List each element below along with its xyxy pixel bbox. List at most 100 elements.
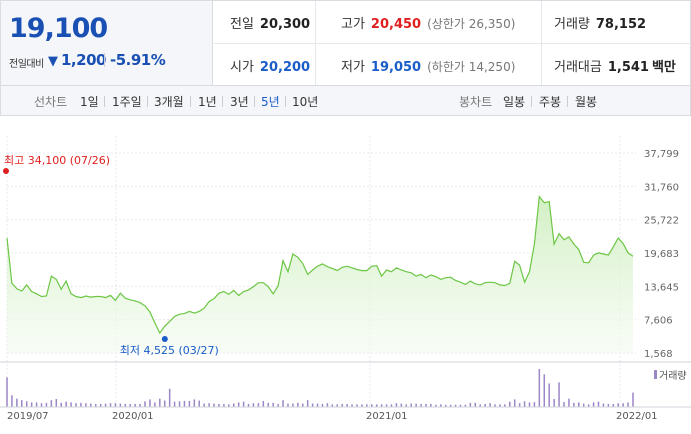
volume-bar xyxy=(351,404,353,407)
volume-bar xyxy=(154,402,156,407)
volume-bar xyxy=(518,403,521,407)
period-1y[interactable]: 1년 xyxy=(198,95,217,109)
volume-bar xyxy=(203,403,205,407)
period-10y[interactable]: 10년 xyxy=(292,95,319,109)
x-tick-label: 2020/01 xyxy=(112,411,154,422)
high-cell: 고가 20,450 (상한가 26,350) xyxy=(341,13,515,32)
volume-bar xyxy=(301,403,304,407)
volume-value: 78,152 xyxy=(595,17,647,32)
toolbar-divider xyxy=(285,96,286,107)
change-divider xyxy=(104,53,105,67)
volume-bar xyxy=(297,402,299,407)
y-tick-label: 25,722 xyxy=(644,216,679,227)
volume-bar xyxy=(60,402,62,407)
volume-bar xyxy=(85,403,87,407)
volume-bar xyxy=(252,403,255,407)
x-tick-label: 2021/01 xyxy=(366,411,408,422)
volume-bar xyxy=(435,404,437,407)
volume-bar xyxy=(622,403,624,407)
volume-bar xyxy=(400,403,403,407)
volume-bar xyxy=(489,403,491,407)
volume-bar xyxy=(321,403,324,407)
toolbar-divider xyxy=(254,96,255,107)
candle-weekly[interactable]: 주봉 xyxy=(539,95,562,109)
volume-bar xyxy=(193,399,196,407)
y-tick-label: 19,683 xyxy=(644,249,679,260)
volume-bar xyxy=(287,403,289,407)
volume-bar xyxy=(30,402,33,407)
volume-bar xyxy=(459,404,462,407)
volume-bar xyxy=(578,402,580,407)
candle-monthly[interactable]: 월봉 xyxy=(575,95,598,109)
volume-bar xyxy=(262,400,265,407)
volume-bar xyxy=(420,403,422,407)
volume-bar xyxy=(390,404,393,407)
volume-bar xyxy=(35,402,38,407)
high-marker xyxy=(3,168,9,174)
volume-bar xyxy=(326,403,329,407)
volume-bar xyxy=(25,401,28,407)
volume-bar xyxy=(213,403,215,407)
volume-bar xyxy=(237,402,240,407)
volume-bar xyxy=(568,398,570,407)
volume-bar xyxy=(257,403,260,407)
volume-legend-swatch xyxy=(654,370,657,379)
volume-bar xyxy=(405,404,408,407)
volume-bar xyxy=(232,403,235,407)
lower-limit: (하한가 14,250) xyxy=(427,60,516,74)
volume-bar xyxy=(528,402,531,407)
volume-bar xyxy=(504,404,506,407)
volume-bar xyxy=(247,403,250,407)
high-annotation: 최고 34,100 (07/26) xyxy=(4,154,110,167)
prev-close-cell: 전일 20,300 xyxy=(230,13,310,32)
volume-bar xyxy=(440,404,442,407)
x-axis: 2019/07 2020/01 2021/01 2022/01 xyxy=(7,411,658,422)
volume-bar xyxy=(543,374,546,407)
volume-bar xyxy=(523,401,526,407)
period-1d[interactable]: 1일 xyxy=(80,95,99,109)
toolbar-divider xyxy=(190,96,191,107)
volume-bar xyxy=(474,402,477,407)
volume-bar xyxy=(282,400,284,407)
price-chart: 37,799 31,760 25,722 19,683 13,645 7,606 1,568… xyxy=(0,136,691,422)
period-3m[interactable]: 3개월 xyxy=(154,95,184,109)
price-line xyxy=(6,195,634,335)
volume-bar xyxy=(50,400,53,407)
volume-bar xyxy=(602,403,605,407)
volume-bar xyxy=(109,403,112,407)
low-value: 19,050 xyxy=(370,60,422,75)
price-area xyxy=(7,196,633,353)
candle-daily[interactable]: 일봉 xyxy=(503,95,526,109)
volume-bar xyxy=(430,403,432,407)
volume-bar xyxy=(385,404,388,407)
volume-bar xyxy=(499,404,501,407)
volume-bar xyxy=(341,403,343,407)
volume-bar xyxy=(356,404,358,407)
amount-label: 거래대금 xyxy=(554,60,602,75)
change-label: 전일대비 xyxy=(9,59,44,70)
period-3y[interactable]: 3년 xyxy=(230,95,249,109)
low-annotation: 최저 4,525 (03/27) xyxy=(120,344,219,357)
low-label: 저가 xyxy=(341,60,365,75)
volume-bar xyxy=(168,388,171,407)
volume-bar xyxy=(208,403,210,407)
period-5y[interactable]: 5년 xyxy=(261,95,280,109)
volume-bar xyxy=(149,399,151,407)
volume-bar xyxy=(533,402,536,407)
toolbar-divider xyxy=(222,96,223,107)
volume-bar xyxy=(16,398,18,407)
volume-bar xyxy=(479,404,481,407)
volume-bars xyxy=(6,369,634,407)
volume-bar xyxy=(114,403,117,407)
volume-bar xyxy=(173,401,176,407)
volume-bar xyxy=(90,403,92,407)
volume-bar xyxy=(311,403,314,407)
volume-bar xyxy=(597,401,600,407)
period-1w[interactable]: 1주일 xyxy=(112,95,142,109)
volume-bar xyxy=(612,403,615,407)
volume-bar xyxy=(607,403,610,407)
chart-toolbar: 선차트 1일 1주일 3개월 1년 3년 5년 10년 봉차트 일봉 주봉 월봉 xyxy=(0,86,691,116)
volume-bar xyxy=(513,399,516,407)
high-value: 20,450 xyxy=(370,17,422,32)
prev-close-label: 전일 xyxy=(230,17,254,32)
